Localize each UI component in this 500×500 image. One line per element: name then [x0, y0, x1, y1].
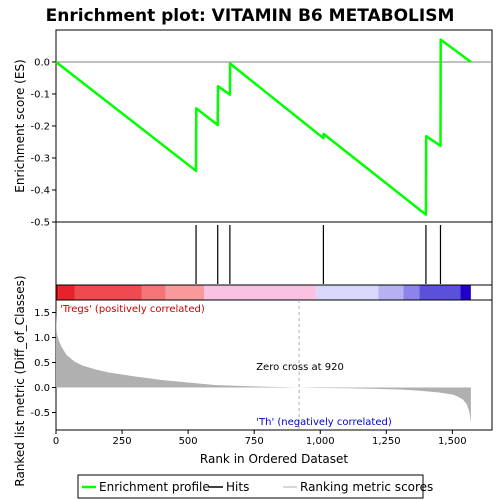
metric-plot-frame: [55, 299, 493, 431]
hits-frame: [55, 221, 493, 286]
negative-class-label: 'Th' (negatively correlated): [256, 417, 392, 428]
metric-y-axis-label: Ranked list metric (Diff_of_Classes): [13, 275, 27, 486]
x-tick-label: 250: [113, 436, 132, 447]
legend-enrichment-label: Enrichment profile: [99, 480, 210, 494]
es-y-tick-label: 0.0: [34, 58, 50, 69]
zero-cross-label: Zero cross at 920: [256, 362, 344, 373]
es-y-tick-label: -0.1: [30, 90, 50, 101]
x-tick-label: 1,500: [438, 436, 467, 447]
x-tick-label: 500: [179, 436, 198, 447]
metric-x-ticks: 0 250 500 750 1,000 1,250 1,500: [53, 430, 467, 447]
color-bar-segment: [378, 285, 404, 300]
metric-y-tick-label: 0.0: [34, 383, 50, 394]
positive-class-label: 'Tregs' (positively correlated): [60, 304, 205, 315]
metric-y-tick-label: 1.0: [34, 333, 50, 344]
metric-y-ticks: 1.5 1.0 0.5 0.0 -0.5: [30, 308, 56, 419]
es-y-tick-label: -0.5: [30, 218, 50, 229]
es-y-tick-label: -0.2: [30, 122, 50, 133]
color-bar-segment: [403, 285, 420, 300]
metric-y-tick-label: -0.5: [30, 408, 50, 419]
es-y-axis-label: Enrichment score (ES): [13, 59, 27, 192]
legend-box: [77, 474, 424, 499]
hits-panel: [55, 221, 493, 286]
x-tick-label: 750: [245, 436, 264, 447]
es-y-ticks: 0.0 -0.1 -0.2 -0.3 -0.4 -0.5: [30, 58, 56, 229]
ranked-metric-panel: 1.5 1.0 0.5 0.0 -0.5 0 250 500 750 1,000 1,250 1,5…: [13, 275, 493, 487]
enrichment-score-panel: 0.0 -0.1 -0.2 -0.3 -0.4 -0.5 Enrichment score…: [13, 29, 493, 229]
metric-y-tick-label: 0.5: [34, 358, 50, 369]
legend-hits-label: Hits: [226, 480, 249, 494]
color-bar-segment: [419, 285, 461, 300]
color-bar-segment: [460, 285, 471, 300]
legend-metric-label: Ranking metric scores: [300, 480, 433, 494]
x-axis-label: Rank in Ordered Dataset: [200, 452, 348, 466]
x-tick-label: 0: [53, 436, 59, 447]
metric-y-tick-label: 1.5: [34, 308, 50, 319]
x-tick-label: 1,000: [306, 436, 335, 447]
chart-title: Enrichment plot: VITAMIN B6 METABOLISM: [46, 6, 455, 26]
legend: Enrichment profile Hits Ranking metric s…: [77, 474, 433, 499]
color-bar-segment: [56, 285, 59, 300]
hit-lines: [195, 225, 442, 284]
es-y-tick-label: -0.3: [30, 154, 50, 165]
color-bar-segment: [74, 285, 142, 300]
color-bar-segment: [316, 285, 379, 300]
color-bar-segment: [203, 285, 317, 300]
color-bar-segment: [165, 285, 204, 300]
color-bar-segment: [141, 285, 166, 300]
enrichment-profile-line: [55, 38, 472, 216]
rank-color-bar: [55, 284, 493, 301]
x-tick-label: 1,250: [372, 436, 401, 447]
es-y-tick-label: -0.4: [30, 186, 50, 197]
color-bar-segment: [58, 285, 75, 300]
